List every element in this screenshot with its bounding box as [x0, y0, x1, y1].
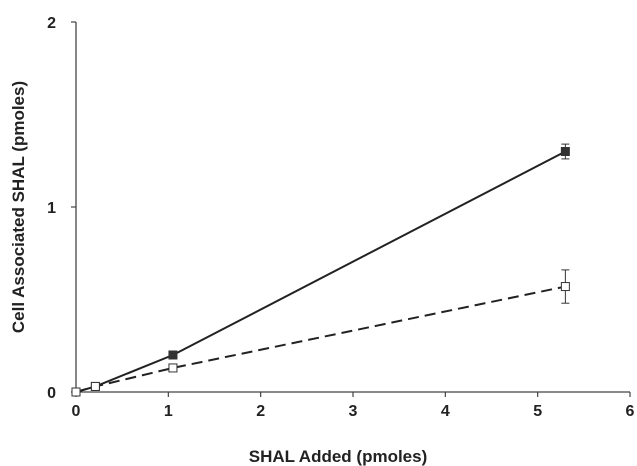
series-2-marker: [71, 387, 81, 397]
x-tick-label: 6: [626, 403, 635, 420]
series-2-marker: [560, 282, 570, 292]
x-tick-label: 3: [349, 403, 358, 420]
x-tick-label: 5: [533, 403, 542, 420]
series-2-marker: [168, 363, 178, 373]
y-tick-label: 0: [47, 385, 56, 402]
series-1-line: [75, 150, 566, 393]
x-axis-title: SHAL Added (pmoles): [249, 447, 428, 466]
series-1-marker: [168, 350, 178, 360]
series-2-line: [75, 285, 566, 393]
series-layer: [71, 143, 570, 397]
y-tick-label: 1: [47, 200, 56, 217]
series-1-marker: [560, 147, 570, 156]
x-tick-label: 2: [256, 403, 265, 420]
axis-ticks: 0 1 2 3 4 5 6 0 1 2: [47, 15, 634, 420]
y-tick-label: 2: [47, 15, 56, 32]
x-tick-label: 1: [164, 403, 173, 420]
plot-area: 0 1 2 3 4 5 6 0 1 2: [47, 15, 634, 420]
x-tick-label: 0: [72, 403, 81, 420]
x-tick-label: 4: [441, 403, 450, 420]
y-axis-title: Cell Associated SHAL (pmoles): [9, 81, 28, 333]
series-2-marker: [90, 381, 100, 391]
